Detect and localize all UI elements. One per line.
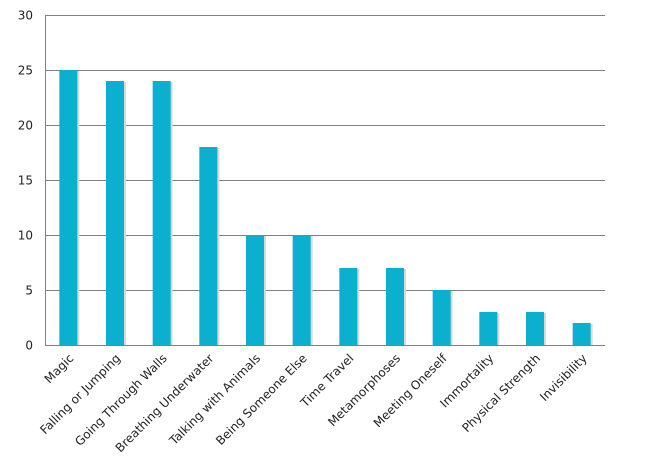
bar (152, 81, 171, 345)
bar (386, 268, 404, 345)
y-tick-label: 10 (18, 229, 33, 243)
y-tick-label: 5 (25, 284, 33, 298)
y-axis-ticks: 0 5 10 15 20 25 30 (18, 9, 33, 353)
bar (526, 312, 544, 345)
x-tick-label: Falling or Jumping (37, 351, 123, 437)
x-tick-label: Magic (42, 351, 77, 386)
y-tick-label: 25 (18, 64, 33, 78)
bar (106, 81, 124, 345)
x-tick-label: Physical Strength (459, 351, 543, 435)
y-tick-label: 15 (18, 174, 33, 188)
bar (59, 70, 78, 345)
bar (479, 312, 498, 345)
bar (292, 235, 311, 345)
bar (339, 268, 358, 345)
x-tick-label: Going Through Walls (72, 351, 170, 449)
bar (432, 290, 451, 345)
x-tick-label: Being Someone Else (213, 351, 310, 448)
bars (59, 70, 593, 345)
bar (572, 323, 591, 345)
bar (246, 235, 264, 345)
y-tick-label: 30 (18, 9, 33, 23)
x-tick-label: Talking with Animals (166, 351, 263, 448)
gridlines (45, 15, 605, 346)
x-tick-label: Invisibility (537, 351, 590, 404)
y-tick-label: 20 (18, 119, 33, 133)
bar (199, 147, 218, 345)
y-tick-label: 0 (25, 339, 33, 353)
